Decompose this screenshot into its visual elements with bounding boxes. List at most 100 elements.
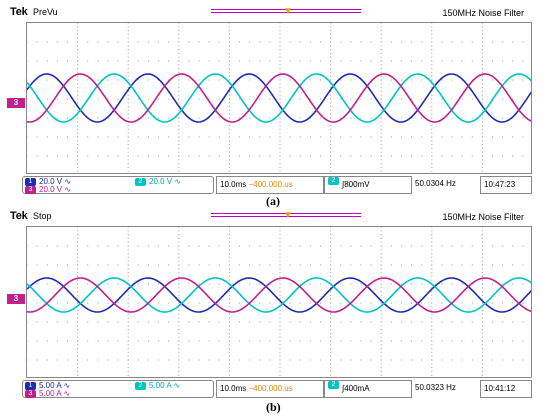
graticule-dot [127,344,129,346]
graticule-dot [87,41,89,43]
graticule-dot [218,155,220,157]
graticule-dot [228,321,230,323]
graticule-dot [228,37,230,39]
graticule-dot [279,336,281,338]
graticule-dot [178,166,180,168]
graticule-dot [36,321,38,323]
graticule-dot [431,359,433,361]
caption-b: (b) [266,400,281,414]
graticule-dot [421,359,423,361]
graticule-dot [77,60,79,62]
graticule-dot [66,302,69,304]
graticule-dot [481,317,483,319]
graticule-dot [107,302,109,304]
graticule-dot [431,56,433,58]
graticule-dot [299,136,301,138]
graticule-dot [279,125,281,127]
graticule-dot [228,23,230,24]
graticule-dot [157,340,160,342]
graticule-dot [77,125,79,127]
graticule-dot [279,268,281,270]
graticule-dot [330,351,332,353]
graticule-dot [228,113,230,115]
graticule-dot [218,283,220,285]
graticule-dot [421,264,423,266]
graticule-dot [431,317,433,319]
graticule-dot [330,268,332,270]
graticule-dot [97,60,99,62]
graticule-dot [77,163,79,165]
graticule-dot [512,283,514,285]
graticule-dot [77,279,79,281]
graticule-dot [299,98,301,100]
graticule-dot [228,170,230,172]
ch1-setting: 1 20.0 V ∿ [25,178,71,186]
graticule-dot [178,94,180,96]
graticule-dot [431,234,433,236]
graticule-dot [451,136,453,138]
graticule-dot [481,136,483,138]
graticule-dot [380,313,382,315]
graticule-dot [127,106,129,108]
graticule-dot [380,49,382,51]
graticule-dot [178,147,180,149]
graticule-dot [228,87,230,89]
graticule-dot [481,68,483,70]
brand-logo: Tek [10,210,28,222]
graticule-dot [451,79,453,81]
graticule-dot [137,79,139,81]
graticule-dot [380,75,382,77]
graticule-dot [431,291,433,293]
graticule-dot [77,302,79,304]
graticule-dot [330,33,332,35]
graticule-dot [330,332,332,334]
graticule-dot [178,245,180,247]
graticule-dot [178,325,180,327]
graticule-dot [127,237,129,239]
graticule-dot [491,245,494,247]
graticule-dot [340,155,342,157]
graticule-dot [451,245,453,247]
graticule-dot [198,136,200,138]
graticule-dot [127,102,129,104]
graticule-dot [441,321,443,323]
graticule-dot [77,109,79,111]
graticule-dot [481,132,483,134]
graticule-dot [522,283,524,285]
graticule-dot [279,68,281,70]
graticule-dot [27,302,28,304]
graticule-dot [127,132,129,134]
graticule-dot [77,41,79,43]
graticule-dot [279,325,281,327]
graticule-dot [117,60,119,62]
graticule-dot [471,359,473,361]
graticule-dot [228,30,230,32]
graticule-dot [77,230,79,232]
graticule-dot [77,272,79,274]
graticule-dot [410,264,413,266]
graticule-dot [77,329,79,331]
graticule-dot [431,370,433,372]
graticule-dot [481,49,483,51]
graticule-dot [279,291,281,293]
graticule-dot [188,283,190,285]
graticule-dot [481,230,483,232]
graticule-dot [380,155,382,157]
graticule-dot [380,68,382,70]
graticule-dot [66,359,69,361]
graticule-dot [289,340,291,342]
graticule-dot [431,128,433,130]
graticule-dot [380,294,382,296]
graticule-dot [238,340,241,342]
graticule-dot [279,253,281,255]
graticule-dot [481,163,483,165]
graticule-dot [431,344,433,346]
graticule-dot [77,283,79,285]
graticule-dot [431,98,433,100]
graticule-dot [168,136,170,138]
graticule-dot [249,283,251,285]
graticule-dot [147,283,150,285]
graticule-dot [127,147,129,149]
graticule-dot [178,45,180,47]
graticule-dot [127,151,129,153]
